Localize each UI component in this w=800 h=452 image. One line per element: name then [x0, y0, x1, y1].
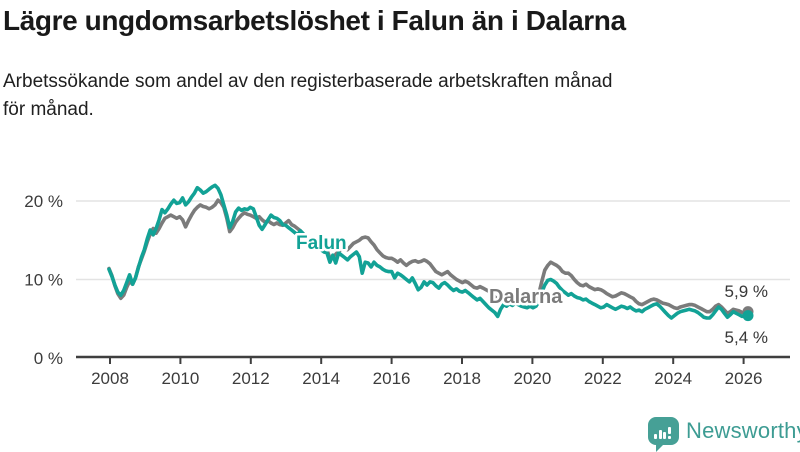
- chart-subtitle: Arbetssökande som andel av den registerb…: [3, 68, 763, 124]
- x-axis-tick-label: 2012: [232, 369, 270, 388]
- x-axis-tick-label: 2018: [443, 369, 481, 388]
- falun-end-dot: [742, 310, 754, 322]
- page-title: Lägre ungdomsarbetslöshet i Falun än i D…: [3, 5, 626, 36]
- subtitle-line-2: för månad.: [3, 99, 94, 120]
- falun-end-value-label: 5,4 %: [725, 328, 768, 347]
- x-axis-tick-label: 2016: [373, 369, 411, 388]
- bar-chart-speech-bubble-icon: [648, 417, 679, 445]
- falun-line: [107, 183, 750, 320]
- subtitle-line-1: Arbetssökande som andel av den registerb…: [3, 71, 613, 92]
- x-axis-tick-label: 2022: [584, 369, 622, 388]
- dalarna-line: [107, 198, 750, 316]
- y-axis-tick-label: 20 %: [24, 192, 63, 211]
- dalarna-end-value-label: 5,9 %: [725, 282, 768, 301]
- x-axis-tick-label: 2008: [91, 369, 129, 388]
- speech-bubble-tail: [656, 444, 664, 452]
- x-axis-tick-label: 2014: [302, 369, 340, 388]
- newsworthy-wordmark: Newsworthy: [686, 418, 800, 443]
- x-axis-tick-label: 2024: [654, 369, 692, 388]
- line-chart: 0 % 10 % 20 % 2008 2010 2012 2014 2016 2018 2020 2…: [24, 183, 790, 388]
- newsworthy-logo: Newsworthy: [648, 416, 800, 452]
- y-axis-tick-label: 0 %: [34, 349, 63, 368]
- x-axis-tick-label: 2020: [513, 369, 551, 388]
- y-axis-tick-label: 10 %: [24, 271, 63, 290]
- x-axis-tick-label: 2010: [161, 369, 199, 388]
- falun-series-label: Falun: [296, 233, 347, 254]
- dalarna-series-label: Dalarna: [489, 286, 563, 308]
- x-axis-tick-label: 2026: [725, 369, 763, 388]
